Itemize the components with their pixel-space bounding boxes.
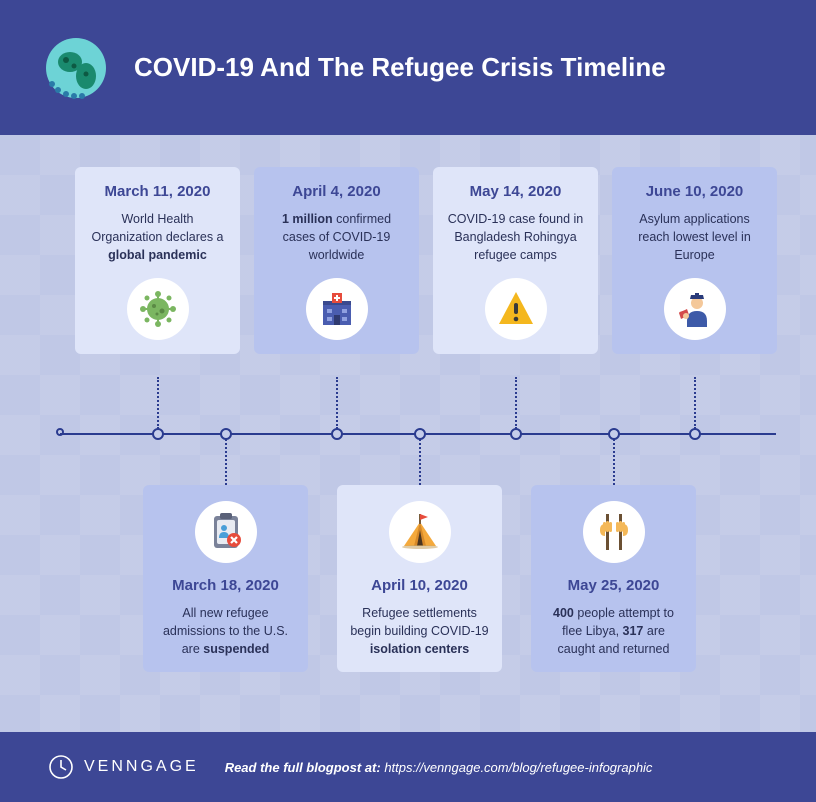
timeline-card: May 14, 2020 COVID-19 case found in Bangl… (433, 167, 598, 354)
clock-icon (48, 754, 74, 780)
timeline-node (689, 428, 701, 440)
timeline-card: June 10, 2020 Asylum applications reach l… (612, 167, 777, 354)
timeline-node (510, 428, 522, 440)
hospital-icon (306, 278, 368, 340)
virus-icon (127, 278, 189, 340)
timeline-node (220, 428, 232, 440)
footer-link[interactable]: https://venngage.com/blog/refugee-infogr… (384, 760, 652, 775)
card-date: June 10, 2020 (624, 183, 765, 200)
page-title: COVID-19 And The Refugee Crisis Timeline (134, 52, 666, 83)
card-body: 1 million confirmed cases of COVID-19 wo… (266, 210, 407, 264)
infographic-container: COVID-19 And The Refugee Crisis Timeline… (0, 0, 816, 802)
connector (225, 439, 227, 485)
connector (613, 439, 615, 485)
officer-icon (664, 278, 726, 340)
timeline-card: April 4, 2020 1 million confirmed cases o… (254, 167, 419, 354)
timeline-card: May 25, 2020 400 people attempt to flee L… (531, 485, 696, 672)
timeline-node (608, 428, 620, 440)
tent-icon (389, 501, 451, 563)
card-date: May 14, 2020 (445, 183, 586, 200)
timeline-node (331, 428, 343, 440)
card-date: March 11, 2020 (87, 183, 228, 200)
timeline-card: March 18, 2020 All new refugee admissions… (143, 485, 308, 672)
card-date: April 4, 2020 (266, 183, 407, 200)
timeline-card: March 11, 2020 World Health Organization … (75, 167, 240, 354)
covid-globe-icon (40, 32, 112, 104)
connector (157, 377, 159, 429)
hands-icon (583, 501, 645, 563)
clipboard-icon (195, 501, 257, 563)
footer-cta: Read the full blogpost at: https://venng… (225, 760, 653, 775)
card-body: COVID-19 case found in Bangladesh Rohing… (445, 210, 586, 264)
timeline-card: April 10, 2020 Refugee settlements begin … (337, 485, 502, 672)
brand-label: VENNGAGE (84, 758, 199, 776)
footer: VENNGAGE Read the full blogpost at: http… (0, 732, 816, 802)
card-date: April 10, 2020 (349, 577, 490, 594)
card-date: March 18, 2020 (155, 577, 296, 594)
connector (336, 377, 338, 429)
brand: VENNGAGE (48, 754, 199, 780)
card-body: World Health Organization declares a glo… (87, 210, 228, 264)
card-body: 400 people attempt to flee Libya, 317 ar… (543, 604, 684, 658)
card-body: Asylum applications reach lowest level i… (624, 210, 765, 264)
warning-icon (485, 278, 547, 340)
card-body: Refugee settlements begin building COVID… (349, 604, 490, 658)
connector (694, 377, 696, 429)
header: COVID-19 And The Refugee Crisis Timeline (0, 0, 816, 135)
timeline-node (414, 428, 426, 440)
connector (419, 439, 421, 485)
timeline-body: March 11, 2020 World Health Organization … (0, 135, 816, 732)
connector (515, 377, 517, 429)
card-date: May 25, 2020 (543, 577, 684, 594)
card-body: All new refugee admissions to the U.S. a… (155, 604, 296, 658)
timeline-node (152, 428, 164, 440)
